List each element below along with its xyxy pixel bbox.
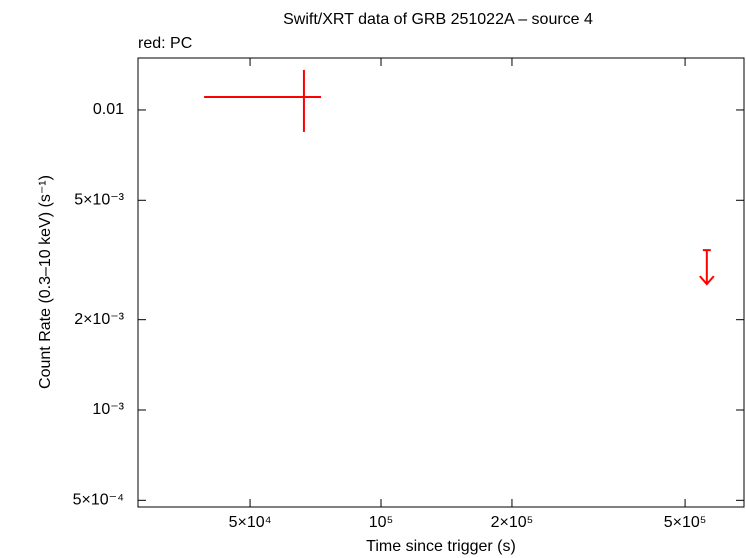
y-tick-label: 0.01 [93, 101, 124, 118]
x-tick-label: 2×10⁵ [491, 514, 534, 531]
y-tick-label: 5×10⁻⁴ [73, 492, 124, 509]
x-tick-label: 10⁵ [369, 514, 393, 531]
upper-limit [699, 249, 715, 286]
y-axis-label: Count Rate (0.3–10 keV) (s⁻¹) [37, 175, 54, 389]
x-tick-label: 5×10⁵ [664, 514, 707, 531]
x-axis-label: Time since trigger (s) [366, 538, 516, 555]
y-tick-label: 2×10⁻³ [74, 311, 124, 328]
y-tick-label: 5×10⁻³ [74, 192, 124, 209]
y-tick-label: 10⁻³ [92, 401, 124, 418]
data-point [204, 69, 322, 132]
plot-frame [137, 57, 745, 508]
chart-title: Swift/XRT data of GRB 251022A – source 4 [283, 11, 593, 28]
x-tick-label: 5×10⁴ [229, 514, 272, 531]
chart-subtitle: red: PC [138, 35, 192, 52]
